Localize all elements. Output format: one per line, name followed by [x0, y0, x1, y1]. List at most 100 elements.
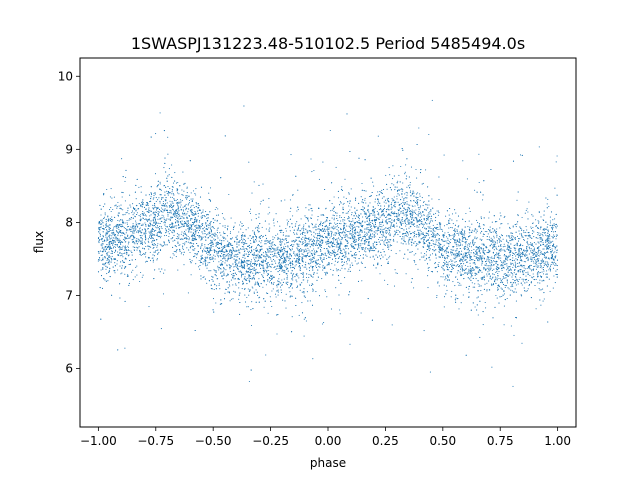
- data-point: [303, 279, 305, 281]
- data-point: [159, 271, 161, 273]
- data-point: [223, 233, 225, 235]
- data-point: [297, 250, 299, 252]
- data-point: [195, 194, 197, 196]
- data-point: [507, 259, 509, 261]
- data-point: [157, 199, 159, 201]
- data-point: [539, 279, 541, 281]
- data-point: [396, 195, 398, 197]
- data-point: [421, 237, 423, 239]
- data-point: [401, 228, 403, 230]
- data-point: [474, 306, 476, 308]
- data-point: [540, 276, 542, 278]
- data-point: [526, 240, 528, 242]
- data-point: [238, 298, 240, 300]
- data-point: [507, 275, 510, 277]
- data-point: [115, 236, 117, 238]
- data-point: [123, 252, 125, 255]
- data-point: [418, 229, 420, 231]
- data-point: [393, 205, 395, 207]
- data-point: [194, 255, 196, 257]
- data-point: [523, 261, 525, 263]
- data-point: [397, 217, 399, 219]
- data-point: [295, 264, 297, 266]
- data-point: [301, 282, 303, 284]
- data-point: [297, 189, 299, 191]
- data-point: [530, 244, 532, 246]
- data-point: [529, 237, 531, 239]
- data-point: [408, 237, 410, 239]
- data-point: [525, 290, 527, 292]
- data-point: [549, 216, 551, 218]
- data-point: [537, 265, 539, 267]
- data-point: [506, 239, 508, 241]
- data-point: [165, 219, 167, 221]
- data-point: [171, 257, 173, 259]
- data-point: [235, 259, 237, 261]
- data-point: [385, 202, 387, 204]
- data-point: [185, 203, 187, 205]
- data-point: [158, 211, 160, 213]
- data-point: [280, 231, 282, 233]
- data-point: [176, 249, 178, 252]
- data-point: [213, 254, 215, 256]
- data-point: [267, 251, 269, 253]
- data-point: [331, 233, 333, 235]
- data-point: [411, 239, 413, 241]
- data-point: [392, 199, 394, 201]
- data-point: [547, 223, 549, 225]
- data-point: [271, 247, 274, 249]
- data-point: [166, 202, 168, 204]
- data-point: [344, 227, 346, 229]
- data-point: [103, 263, 105, 265]
- data-point: [407, 209, 409, 211]
- data-point: [262, 235, 265, 237]
- data-point: [443, 225, 446, 227]
- data-point: [275, 234, 277, 236]
- data-point: [277, 246, 279, 248]
- data-point: [444, 232, 446, 234]
- data-point: [488, 269, 490, 271]
- data-point: [149, 201, 151, 203]
- data-point: [343, 257, 345, 259]
- data-point: [527, 271, 529, 273]
- data-point: [165, 234, 168, 237]
- data-point: [266, 270, 268, 272]
- data-point: [240, 228, 242, 230]
- data-point: [317, 276, 319, 278]
- data-point: [226, 229, 229, 231]
- data-point: [331, 227, 333, 229]
- data-point: [399, 250, 401, 252]
- data-point: [147, 240, 149, 242]
- data-point: [549, 222, 551, 224]
- data-point: [163, 222, 165, 224]
- data-point: [422, 232, 424, 234]
- data-point: [463, 231, 466, 233]
- data-point: [450, 251, 452, 253]
- data-point: [552, 219, 554, 221]
- data-point: [219, 263, 221, 265]
- data-point: [249, 210, 251, 213]
- data-point: [527, 267, 529, 269]
- data-point: [537, 234, 539, 236]
- data-point: [228, 193, 230, 196]
- data-point: [405, 218, 407, 220]
- data-point: [436, 228, 438, 230]
- data-point: [326, 228, 328, 230]
- data-point: [447, 262, 449, 264]
- data-point: [515, 291, 517, 293]
- data-point: [301, 257, 303, 259]
- data-point: [376, 233, 379, 235]
- data-point: [152, 240, 154, 242]
- data-point: [243, 246, 245, 248]
- data-point: [430, 233, 432, 236]
- data-point: [344, 219, 346, 221]
- data-point: [335, 287, 337, 289]
- data-point: [482, 244, 484, 246]
- data-point: [318, 178, 320, 180]
- data-point: [242, 224, 245, 227]
- data-point: [118, 238, 120, 240]
- data-point: [382, 224, 384, 226]
- data-point: [383, 201, 385, 203]
- data-point: [453, 229, 455, 232]
- data-point: [530, 248, 532, 250]
